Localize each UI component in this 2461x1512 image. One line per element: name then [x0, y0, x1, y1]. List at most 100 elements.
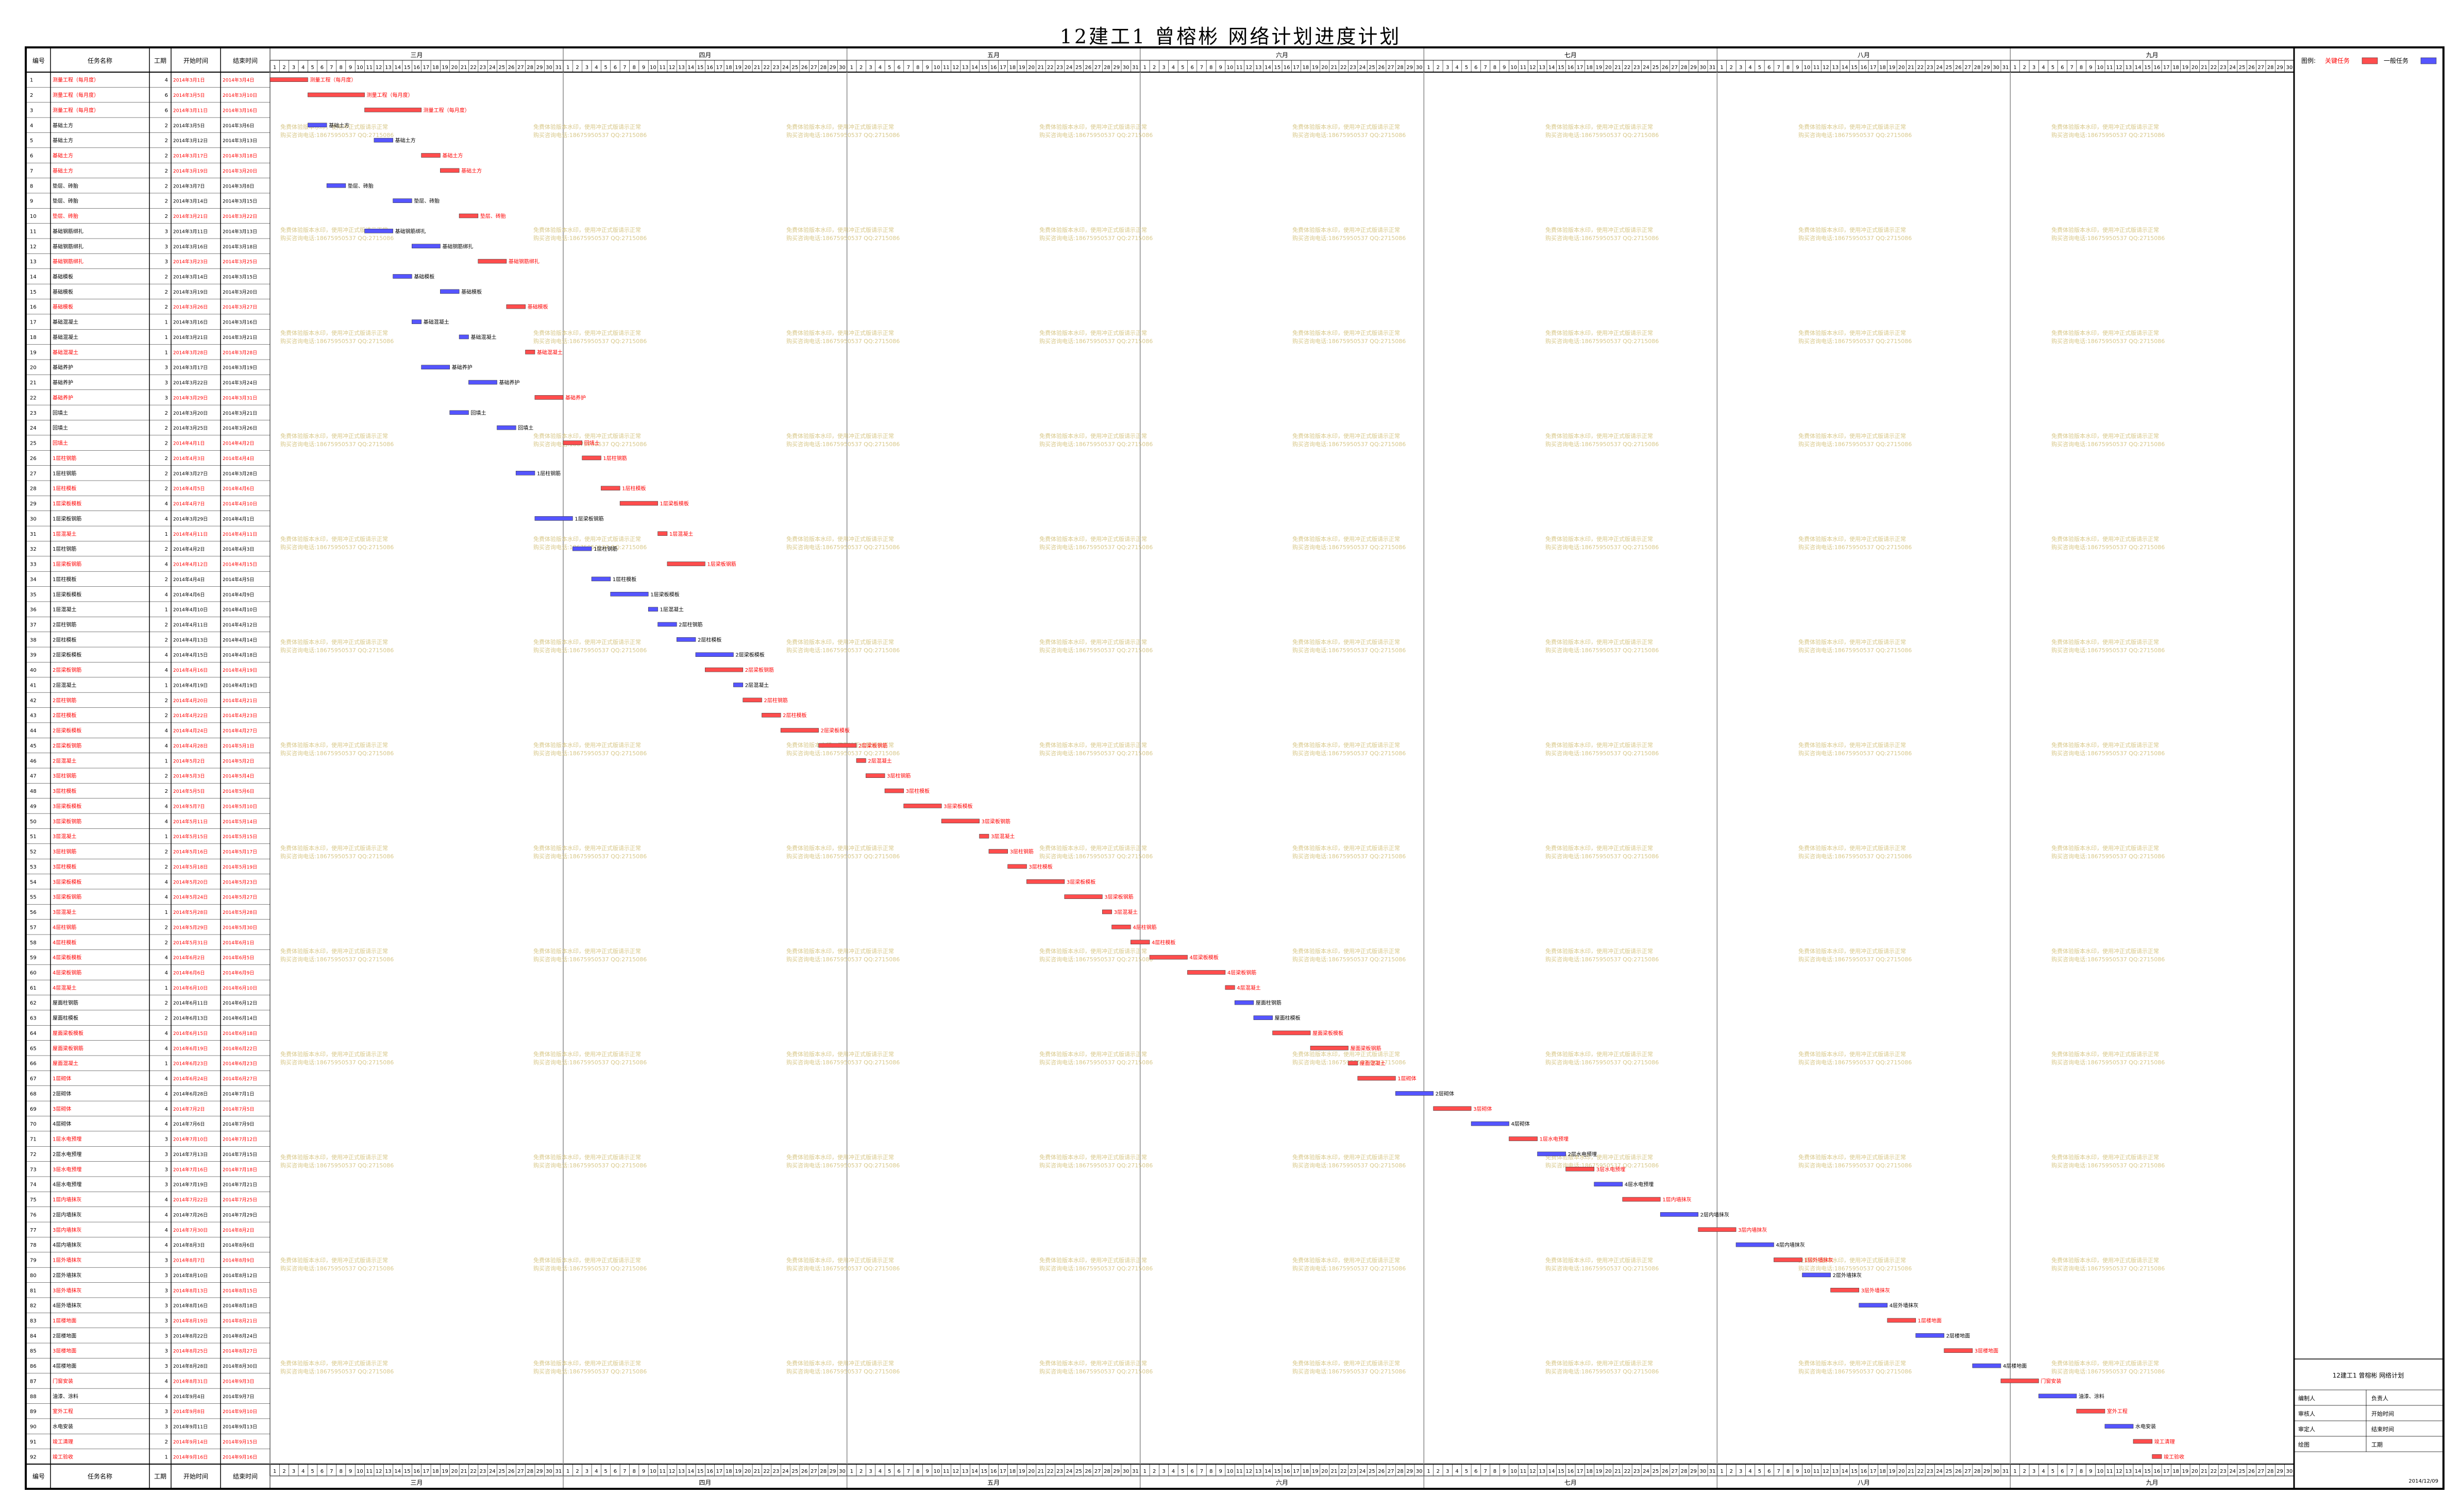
gantt-bar-label: 屋面梁板模板 — [1312, 1030, 1343, 1037]
legend-normal-swatch — [2420, 57, 2437, 64]
task-end: 2014年6月9日 — [223, 970, 254, 976]
task-id: 47 — [30, 774, 37, 779]
task-end: 2014年4月6日 — [223, 486, 254, 492]
gantt-bar — [1660, 1212, 1698, 1217]
task-id: 79 — [30, 1258, 37, 1264]
gantt-bar-label: 2层柱模板 — [783, 712, 806, 719]
task-duration: 2 — [165, 214, 168, 219]
day-label: 23 — [1927, 65, 1933, 71]
task-start: 2014年4月6日 — [173, 591, 205, 598]
day-label: 8 — [339, 65, 342, 71]
task-end: 2014年6月1日 — [223, 940, 254, 946]
day-label-bottom: 19 — [1596, 1469, 1603, 1474]
task-start: 2014年3月11日 — [173, 107, 208, 113]
day-label-bottom: 3 — [1162, 1469, 1165, 1474]
watermark-text: 购买咨询电话:18675950537 QQ:2715086 — [1292, 1368, 1406, 1375]
gantt-bar — [478, 259, 507, 264]
watermark-text: 免费体验版本水印，使用冲正式版请示正常 — [2051, 947, 2159, 955]
watermark-text: 购买咨询电话:18675950537 QQ:2715086 — [1798, 1368, 1912, 1375]
task-duration: 3 — [165, 1167, 168, 1173]
table-header: 编号 — [32, 57, 45, 64]
gantt-bar — [440, 289, 460, 294]
watermark-text: 免费体验版本水印，使用冲正式版请示正常 — [533, 638, 641, 645]
day-label: 7 — [907, 65, 910, 71]
gantt-bar-label: 2层外墙抹灰 — [1833, 1272, 1862, 1279]
day-label: 20 — [1605, 65, 1612, 71]
task-end: 2014年5月23日 — [223, 879, 257, 885]
task-start: 2014年5月3日 — [173, 773, 205, 779]
task-start: 2014年3月23日 — [173, 259, 208, 265]
task-end: 2014年5月30日 — [223, 924, 257, 930]
watermark-text: 购买咨询电话:18675950537 QQ:2715086 — [1292, 956, 1406, 963]
day-label-bottom: 30 — [1123, 1469, 1130, 1474]
watermark-text: 购买咨询电话:18675950537 QQ:2715086 — [1798, 234, 1912, 242]
task-id: 51 — [30, 834, 37, 840]
day-label: 11 — [1520, 65, 1527, 71]
day-label: 29 — [1690, 65, 1697, 71]
gantt-bar-label: 4层柱模板 — [1152, 939, 1175, 946]
day-label-bottom: 29 — [1406, 1469, 1413, 1474]
task-id: 15 — [30, 290, 37, 295]
day-label: 18 — [726, 65, 732, 71]
day-label-bottom: 5 — [1758, 1469, 1761, 1474]
watermark-text: 购买咨询电话:18675950537 QQ:2715086 — [786, 1265, 900, 1272]
day-label-bottom: 23 — [480, 1469, 486, 1474]
watermark-text: 免费体验版本水印，使用冲正式版请示正常 — [533, 329, 641, 336]
watermark-text: 购买咨询电话:18675950537 QQ:2715086 — [280, 750, 394, 757]
task-id: 83 — [30, 1318, 37, 1324]
day-label-bottom: 9 — [2089, 1469, 2092, 1474]
day-label-bottom: 15 — [981, 1469, 987, 1474]
task-duration: 1 — [165, 335, 168, 341]
gantt-bar — [364, 108, 422, 112]
task-id: 53 — [30, 864, 37, 870]
day-label-bottom: 10 — [1803, 1469, 1810, 1474]
gantt-bar-label: 3层水电预埋 — [1596, 1166, 1625, 1173]
task-id: 52 — [30, 850, 37, 855]
info-box-value: 负责人 — [2371, 1395, 2388, 1402]
watermark-text: 免费体验版本水印，使用冲正式版请示正常 — [786, 432, 894, 439]
task-end: 2014年5月2日 — [223, 758, 254, 764]
day-label: 2 — [1730, 65, 1733, 71]
task-duration: 4 — [165, 728, 168, 734]
watermark-text: 免费体验版本水印，使用冲正式版请示正常 — [786, 329, 894, 336]
day-label: 4 — [1172, 65, 1175, 71]
gantt-bar-label: 屋面梁板钢筋 — [1350, 1045, 1381, 1051]
day-label-bottom: 22 — [2211, 1469, 2217, 1474]
task-start: 2014年3月26日 — [173, 304, 208, 310]
day-label-bottom: 12 — [1245, 1469, 1252, 1474]
task-name: 3层柱模板 — [53, 863, 76, 870]
task-id: 57 — [30, 925, 37, 930]
gantt-bar-label: 4层楼地面 — [2003, 1363, 2027, 1369]
gantt-bar — [269, 77, 308, 82]
day-label-bottom: 1 — [1720, 1469, 1723, 1474]
task-start: 2014年5月29日 — [173, 924, 208, 930]
watermark-text: 免费体验版本水印，使用冲正式版请示正常 — [1545, 1256, 1653, 1264]
month-label-bottom: 八月 — [1858, 1479, 1870, 1486]
day-label: 28 — [2267, 65, 2274, 71]
gantt-bar-label: 基础土方 — [461, 167, 482, 174]
watermark-text: 免费体验版本水印，使用冲正式版请示正常 — [1545, 1050, 1653, 1058]
day-label: 31 — [2002, 65, 2009, 71]
day-label-bottom: 20 — [451, 1469, 458, 1474]
task-name: 基础模板 — [53, 303, 73, 310]
gantt-bar-label: 2层水电预埋 — [1568, 1151, 1597, 1158]
gantt-bar — [1537, 1151, 1566, 1157]
task-name: 测量工程（每月度） — [53, 107, 99, 113]
task-id: 27 — [30, 471, 37, 477]
day-label-bottom: 6 — [614, 1469, 617, 1474]
day-label-bottom: 8 — [1786, 1469, 1790, 1474]
gantt-bar — [658, 531, 668, 536]
task-start: 2014年4月2日 — [173, 546, 205, 552]
watermark-text: 免费体验版本水印，使用冲正式版请示正常 — [786, 1153, 894, 1161]
day-label-bottom: 15 — [1558, 1469, 1564, 1474]
task-id: 75 — [30, 1197, 37, 1203]
watermark-text: 免费体验版本水印，使用冲正式版请示正常 — [1292, 741, 1400, 749]
info-box-footer: 2014/12/09 — [2408, 1479, 2438, 1484]
task-id: 92 — [30, 1454, 37, 1460]
task-id: 16 — [30, 304, 37, 310]
day-label-bottom: 19 — [1312, 1469, 1319, 1474]
task-id: 67 — [30, 1076, 37, 1082]
day-label-bottom: 4 — [879, 1469, 882, 1474]
day-label-bottom: 9 — [642, 1469, 645, 1474]
task-end: 2014年3月26日 — [223, 425, 257, 431]
